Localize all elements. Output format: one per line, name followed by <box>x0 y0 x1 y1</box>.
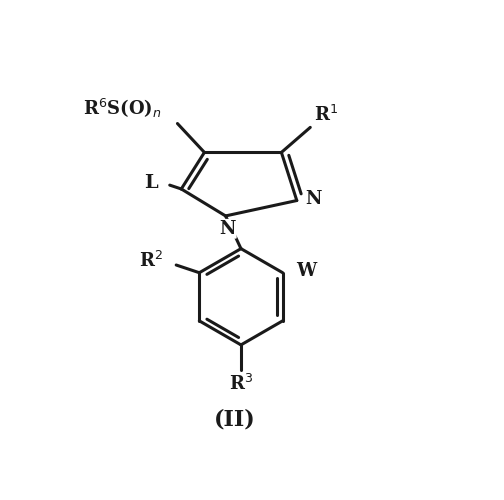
Text: R$^3$: R$^3$ <box>229 374 253 394</box>
Text: R$^6$S(O)$_n$: R$^6$S(O)$_n$ <box>83 96 162 120</box>
Text: R$^2$: R$^2$ <box>139 251 163 271</box>
Text: N: N <box>219 220 236 238</box>
Text: (II): (II) <box>214 409 256 431</box>
Text: W: W <box>296 262 316 280</box>
Text: N: N <box>305 190 322 208</box>
Text: R$^1$: R$^1$ <box>314 106 338 126</box>
Text: L: L <box>145 174 158 192</box>
